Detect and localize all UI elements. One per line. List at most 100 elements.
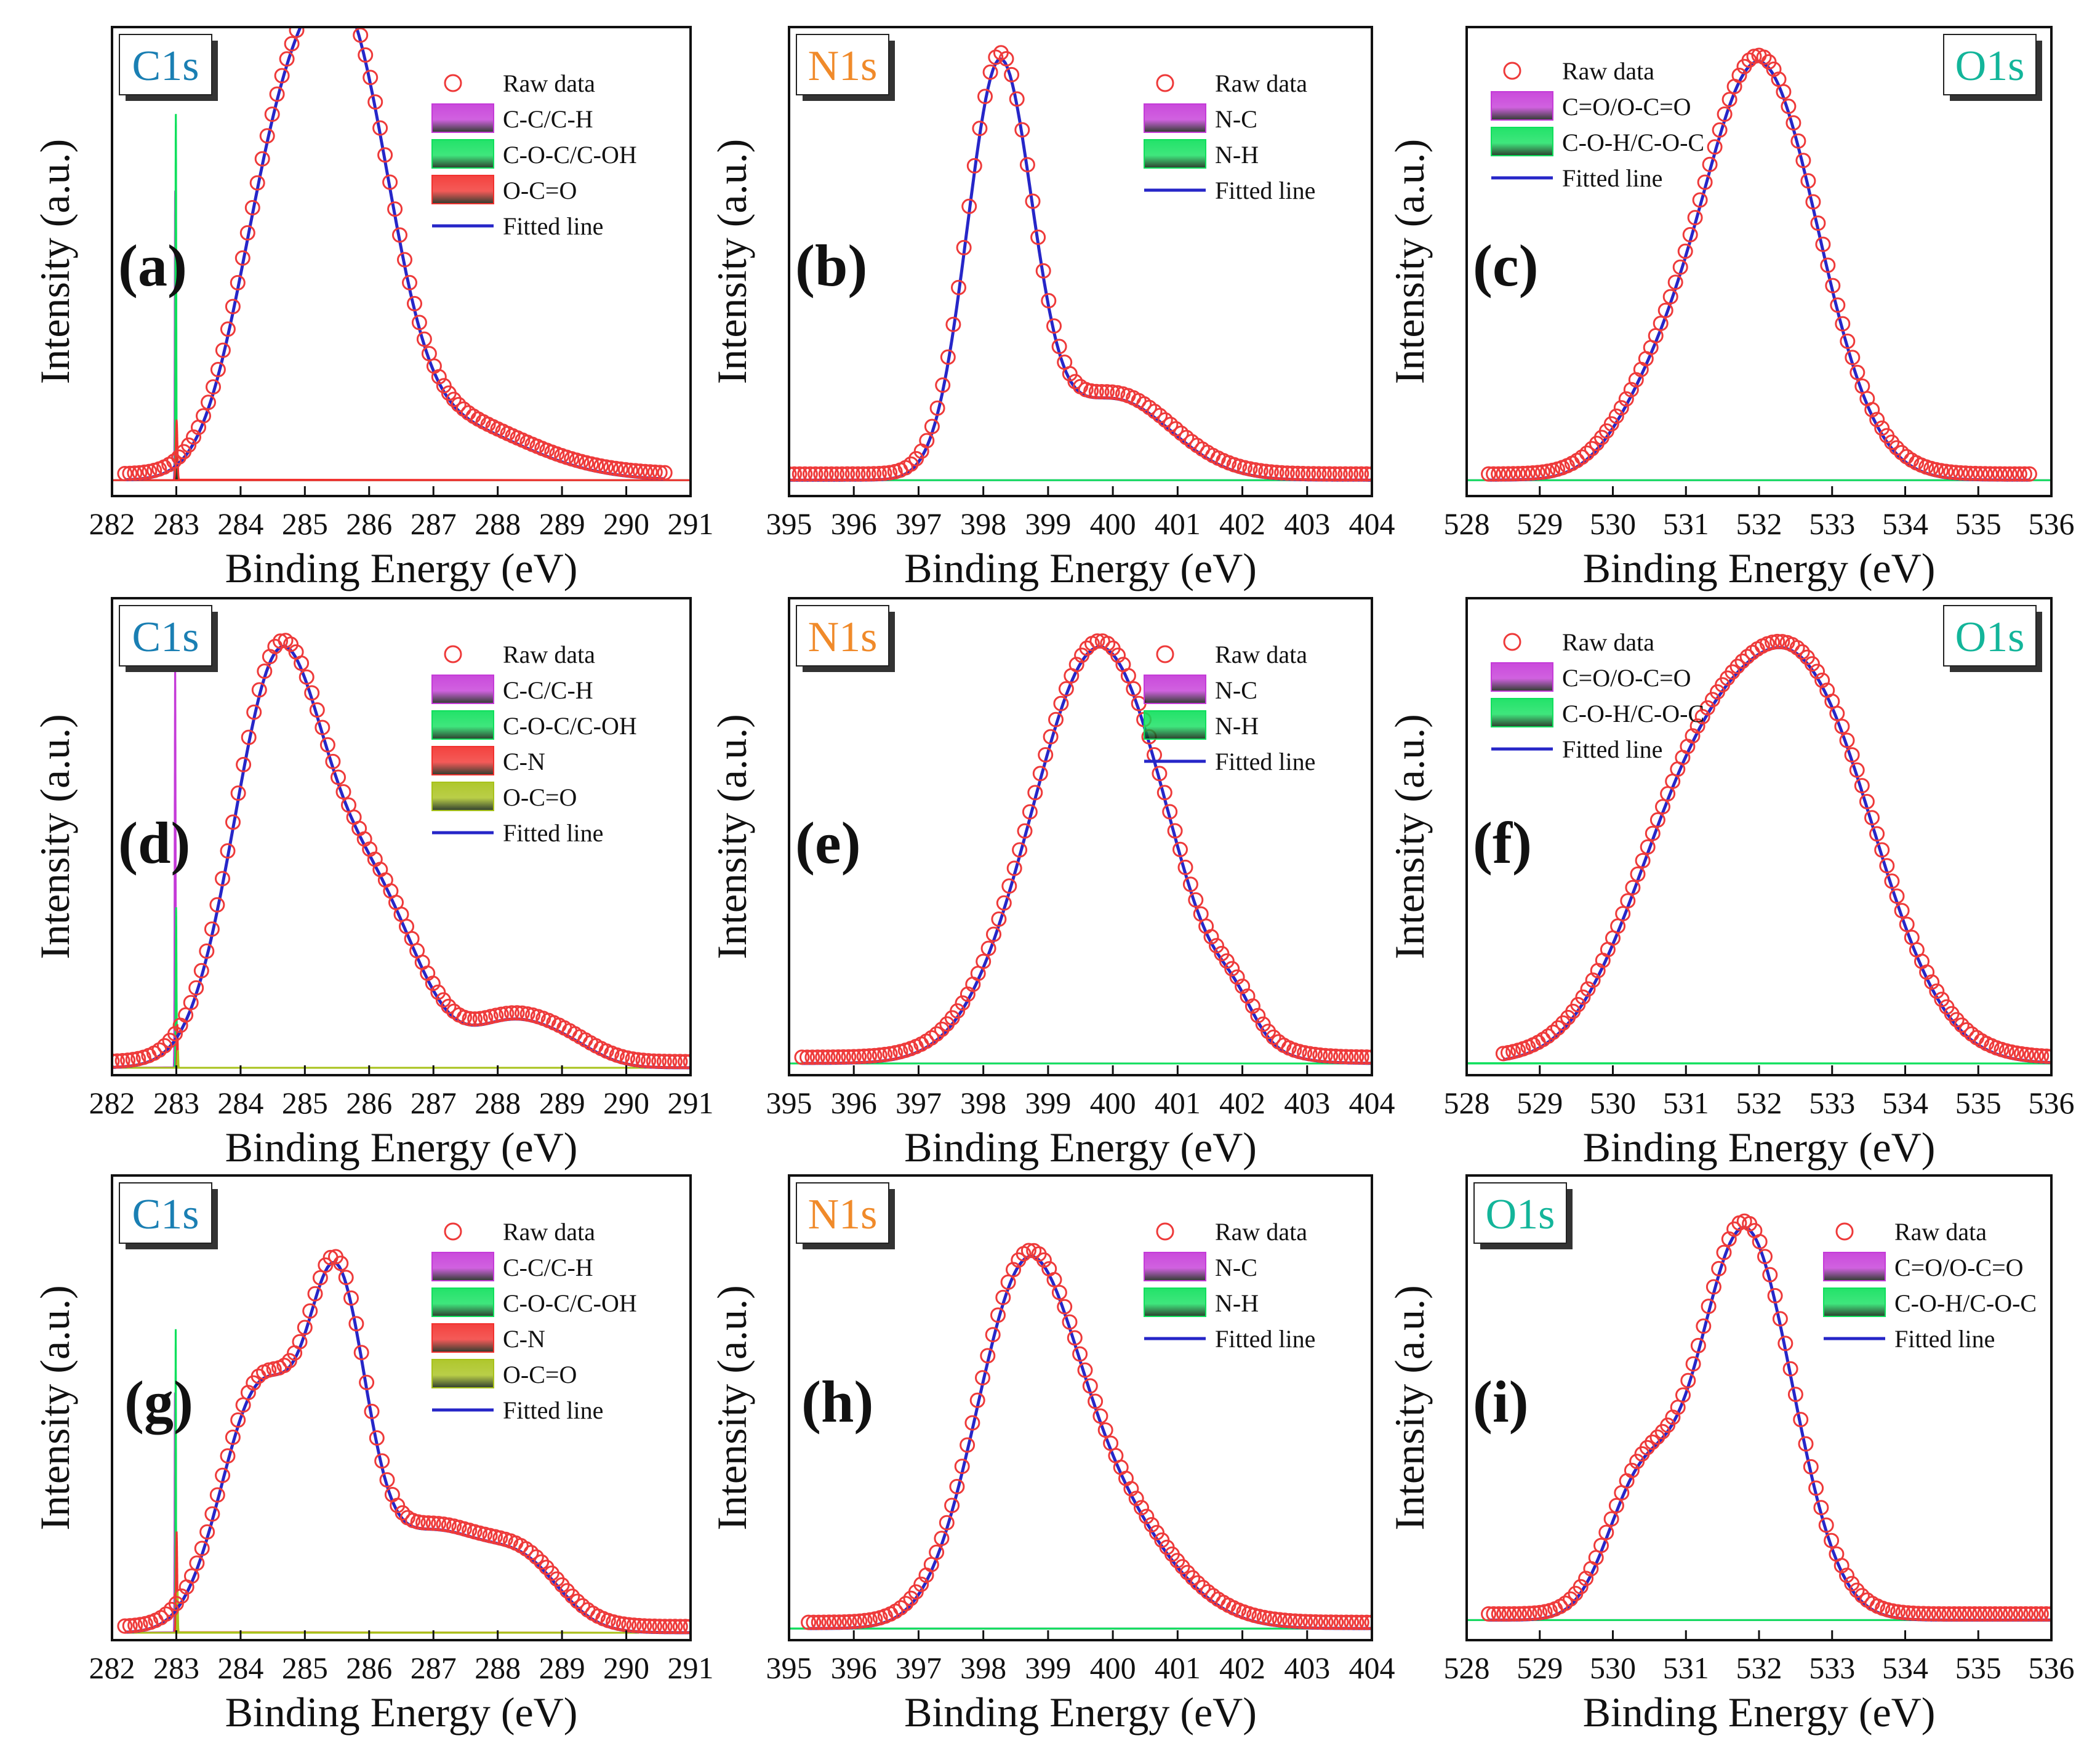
raw-data-point [364, 1403, 380, 1419]
raw-data-point [1694, 709, 1710, 724]
raw-data-point [816, 1614, 832, 1630]
raw-data-point [995, 1289, 1011, 1305]
raw-data-point [1850, 364, 1866, 380]
raw-data-point [251, 682, 267, 698]
raw-data-point [1675, 1387, 1691, 1403]
panel-f: 528 529 530 531 532 533 534 535 536 Binding Energ… [1386, 597, 2075, 1171]
plot-area [789, 633, 1372, 1065]
raw-data-point [493, 1006, 509, 1022]
raw-data-point [305, 0, 318, 6]
raw-data-point [1584, 441, 1600, 457]
raw-data-point [1046, 318, 1062, 334]
raw-data-point [1640, 839, 1656, 855]
raw-data-point [1705, 1279, 1721, 1295]
raw-data-point [892, 1600, 908, 1616]
raw-data-point [194, 1540, 210, 1556]
raw-data-point [1794, 644, 1810, 660]
legend-label: Fitted line [1562, 164, 1662, 192]
x-tick-label: 536 [2029, 507, 2075, 541]
raw-data-point [1092, 1408, 1108, 1424]
raw-data-point [1046, 1271, 1062, 1287]
raw-data-point [840, 466, 856, 482]
raw-data-point [1685, 1356, 1701, 1372]
x-tick-label: 532 [1736, 1086, 1782, 1120]
fitted-line [808, 1254, 1372, 1630]
raw-data-point [1323, 1048, 1339, 1064]
raw-data-point [627, 463, 643, 479]
raw-data-point [683, 1054, 691, 1070]
legend-swatch [1144, 1252, 1206, 1281]
x-tick-label: 531 [1663, 1086, 1709, 1120]
legend: Raw data C-C/C-H C-O-C/C-OH C-N O-C=O Fitted … [431, 641, 637, 847]
raw-data-point [1495, 1046, 1511, 1062]
raw-data-point [903, 456, 919, 472]
raw-data-point [1580, 981, 1596, 997]
raw-data-point [656, 1054, 672, 1070]
element-tag-box [119, 1182, 212, 1244]
raw-data-point [1126, 681, 1142, 697]
legend-swatch [1144, 675, 1206, 704]
raw-data-point [1869, 412, 1885, 428]
legend-swatch [1491, 662, 1553, 692]
y-axis-label: Intensity (a.u.) [708, 714, 755, 959]
raw-data-point [1505, 466, 1521, 482]
x-axis-label: Binding Energy (eV) [1583, 545, 1936, 591]
legend-label: C-O-C/C-OH [503, 1289, 637, 1317]
y-axis-label: Intensity (a.u.) [1386, 1285, 1433, 1530]
raw-data-point [528, 1549, 544, 1565]
raw-data-point [1689, 718, 1705, 734]
x-tick-label: 396 [831, 507, 877, 541]
raw-data-point [1805, 194, 1821, 210]
raw-data-point [1608, 408, 1624, 424]
raw-data-point [2029, 1047, 2045, 1063]
legend-label: Fitted line [503, 1396, 603, 1424]
legend-label: N-C [1215, 105, 1257, 133]
raw-data-point [1009, 91, 1025, 107]
raw-data-point [1282, 1613, 1298, 1628]
raw-data-point [1244, 998, 1260, 1014]
raw-data-point [171, 449, 187, 465]
component-peak-c-c-c-h [124, 1392, 639, 1634]
raw-data-point [1992, 1606, 2008, 1622]
raw-data-point [283, 636, 299, 652]
raw-data-point [641, 1053, 657, 1069]
raw-data-point [415, 1515, 431, 1531]
legend-swatch [1144, 710, 1206, 740]
x-tick-label: 401 [1155, 1651, 1201, 1685]
x-tick-label: 404 [1349, 1086, 1395, 1120]
raw-data-point [1172, 841, 1188, 857]
raw-data-point [125, 1052, 141, 1068]
raw-data-point [112, 1053, 120, 1069]
component-peak-n-c [789, 1627, 1340, 1630]
raw-data-point [523, 1545, 539, 1561]
raw-data-point [1789, 640, 1805, 655]
raw-data-point [800, 1049, 815, 1065]
raw-data-point [1795, 153, 1811, 169]
raw-data-point [519, 1006, 535, 1022]
raw-data-point [1521, 1606, 1537, 1622]
x-tick-label: 535 [1955, 1086, 2002, 1120]
raw-data-point [806, 1614, 822, 1630]
raw-data-point [969, 1392, 985, 1408]
raw-data-point [657, 465, 673, 481]
raw-data-point [2043, 1606, 2051, 1622]
raw-data-point [264, 106, 280, 122]
raw-data-point [1825, 278, 1841, 294]
raw-data-point [2019, 1047, 2034, 1062]
raw-data-point [274, 68, 290, 84]
raw-data-point [246, 704, 262, 720]
raw-data-point [1014, 122, 1030, 138]
y-axis-label: Intensity (a.u.) [708, 1285, 755, 1530]
raw-data-point [955, 995, 971, 1011]
raw-data-point [188, 980, 204, 996]
raw-data-point [2023, 1606, 2039, 1622]
raw-data-point [1697, 174, 1713, 190]
raw-data-point [358, 47, 374, 63]
raw-data-point [1020, 1243, 1036, 1259]
raw-data-point [1834, 718, 1850, 734]
x-tick-label: 400 [1090, 507, 1136, 541]
legend-label: Fitted line [1215, 748, 1315, 775]
raw-data-point [499, 1006, 515, 1022]
raw-data-point [949, 1479, 965, 1494]
